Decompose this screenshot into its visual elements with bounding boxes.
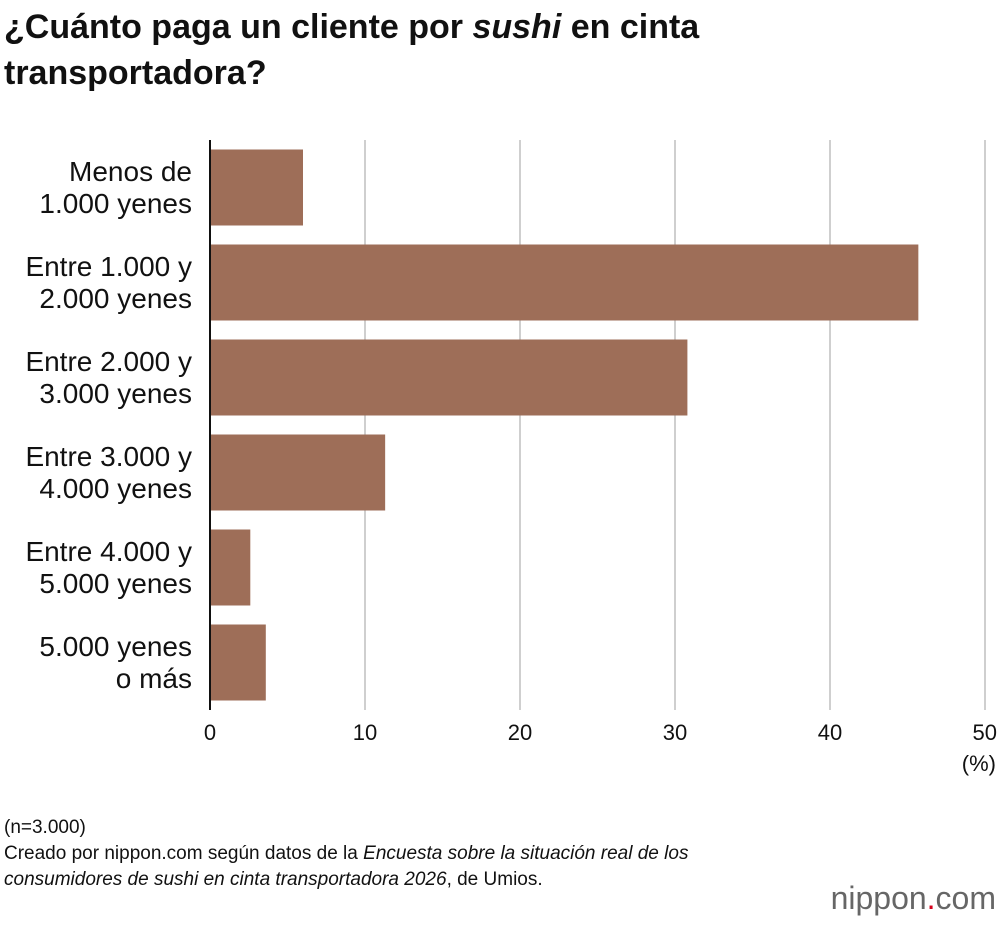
source-part: , de Umios. xyxy=(446,869,543,890)
x-tick-label: 0 xyxy=(204,720,216,745)
unit-label: (%) xyxy=(962,751,996,776)
x-tick-label: 20 xyxy=(508,720,532,745)
title-part: sushi xyxy=(472,8,562,46)
x-tick-label: 30 xyxy=(663,720,687,745)
source-part: Creado por nippon.com según datos de la xyxy=(4,843,364,864)
x-tick-label: 50 xyxy=(973,720,997,745)
bar xyxy=(210,434,386,511)
title-part: ¿Cuánto paga un cliente por xyxy=(4,8,473,46)
category-label: Entre 1.000 y 2.000 yenes xyxy=(25,250,192,314)
x-tick-label: 40 xyxy=(818,720,842,745)
bar xyxy=(210,339,688,416)
footer: (n=3.000) Creado por nippon.com según da… xyxy=(4,815,704,893)
source-part: Encuesta sobre la situación real de los … xyxy=(4,843,689,890)
category-label: Entre 4.000 y 5.000 yenes xyxy=(25,535,192,599)
source: Creado por nippon.com según datos de la … xyxy=(4,841,704,893)
bar xyxy=(210,529,251,606)
x-tick-label: 10 xyxy=(353,720,377,745)
logo: nippon.com xyxy=(831,880,996,917)
logo-part: nippon xyxy=(830,880,927,916)
category-label: Entre 2.000 y 3.000 yenes xyxy=(25,345,192,409)
category-label: 5.000 yenes o más xyxy=(39,630,192,694)
note: (n=3.000) xyxy=(4,817,86,838)
bar xyxy=(210,624,266,701)
bar xyxy=(210,244,919,321)
bar xyxy=(210,149,303,226)
logo-part: . xyxy=(926,880,936,916)
category-label: Entre 3.000 y 4.000 yenes xyxy=(25,440,192,504)
chart-title: ¿Cuánto paga un cliente por sushi en cin… xyxy=(4,4,764,96)
category-label: Menos de 1.000 yenes xyxy=(39,155,192,219)
title-part: en cinta transportadora? xyxy=(4,8,700,92)
logo-part: com xyxy=(935,880,996,916)
